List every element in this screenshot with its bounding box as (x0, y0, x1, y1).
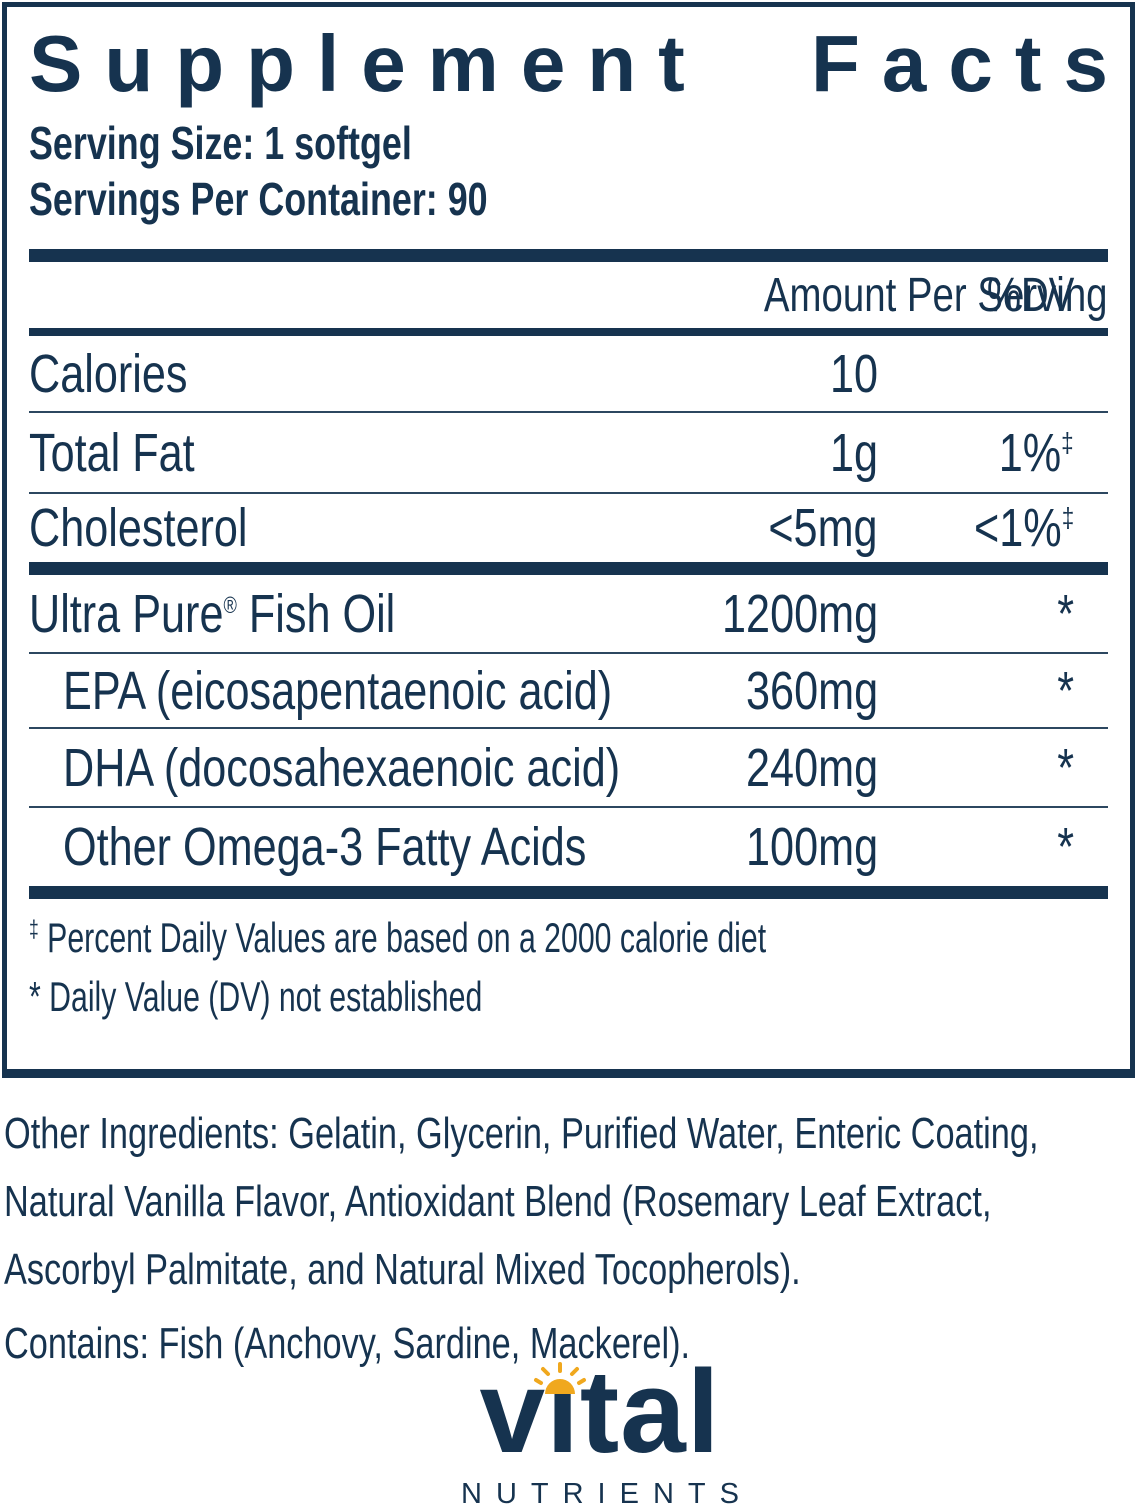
row-dv: 1%‡ (999, 422, 1075, 483)
dagger-footnote-marker: ‡ (1061, 502, 1075, 533)
row-name: Ultra Pure® Fish Oil (29, 583, 396, 644)
other-ingredients-line: Other Ingredients: Gelatin, Glycerin, Pu… (4, 1109, 1039, 1158)
table-row-dha: DHA (docosahexaenoic acid) 240mg * (29, 729, 1108, 808)
brand-wordmark: vıtal (479, 1346, 721, 1478)
table-row-calories: Calories 10 (29, 336, 1108, 413)
sun-icon (534, 1362, 586, 1394)
other-ingredients-line: Natural Vanilla Flavor, Antioxidant Blen… (4, 1177, 992, 1226)
panel-title: Supplement Facts (29, 24, 1108, 104)
row-name: Total Fat (29, 422, 195, 483)
allergen-contains-line: Contains: Fish (Anchovy, Sardine, Macker… (4, 1319, 691, 1368)
other-ingredients-line: Ascorbyl Palmitate, and Natural Mixed To… (4, 1245, 801, 1294)
row-amount: 1g (829, 422, 878, 483)
table-row-cholesterol: Cholesterol <5mg <1%‡ (29, 494, 1108, 575)
footnote-dv-basis: ‡ Percent Daily Values are based on a 20… (29, 914, 767, 961)
header-amount-cell: Amount Per Serving (678, 268, 1108, 323)
servings-per-container-line: Servings Per Container: 90 (29, 173, 488, 225)
dv-header: %DV (986, 268, 1074, 322)
row-dv: * (1057, 817, 1074, 877)
table-row-fish-oil: Ultra Pure® Fish Oil 1200mg * (29, 575, 1108, 654)
row-name: EPA (eicosapentaenoic acid) (63, 660, 613, 721)
row-amount: 240mg (745, 737, 878, 798)
dagger-footnote-marker: ‡ (29, 916, 39, 943)
table-row-omega3: Other Omega-3 Fatty Acids 100mg * (29, 808, 1108, 899)
row-dv: * (1057, 660, 1074, 721)
dagger-footnote-marker: ‡ (1061, 426, 1075, 458)
supplement-facts-panel: Supplement Facts Serving Size: 1 softgel… (2, 2, 1135, 1078)
other-ingredients-block: Other Ingredients: Gelatin, Glycerin, Pu… (4, 1100, 1144, 1378)
amount-per-serving-header: Amount Per Serving (763, 268, 1108, 322)
row-name: DHA (docosahexaenoic acid) (63, 737, 621, 798)
row-dv: * (1057, 583, 1074, 644)
row-amount: 10 (829, 343, 878, 404)
row-dv: * (1057, 737, 1074, 798)
title-word-facts: Facts (811, 19, 1130, 108)
footnote-dv-not-established: * Daily Value (DV) not established (29, 973, 483, 1020)
row-amount: 1200mg (721, 583, 878, 644)
table-header-row: Amount Per Serving %DV (29, 262, 1108, 336)
row-amount: 360mg (745, 660, 878, 721)
row-amount: <5mg (768, 498, 878, 558)
brand-logo: vıtal NUTRIENTS (430, 1352, 770, 1511)
registered-trademark-icon: ® (223, 591, 237, 618)
header-dv-cell: %DV (878, 268, 1108, 323)
row-name: Cholesterol (29, 498, 248, 558)
row-amount: 100mg (745, 817, 878, 877)
row-name: Calories (29, 343, 188, 404)
brand-subtext: NUTRIENTS (461, 1478, 753, 1510)
table-row-total-fat: Total Fat 1g 1%‡ (29, 413, 1108, 494)
serving-size-line: Serving Size: 1 softgel (29, 117, 412, 169)
row-name: Other Omega-3 Fatty Acids (63, 817, 587, 877)
table-row-epa: EPA (eicosapentaenoic acid) 360mg * (29, 654, 1108, 729)
title-word-supplement: Supplement (29, 19, 707, 108)
thick-divider-top (29, 249, 1108, 262)
row-dv: <1%‡ (973, 498, 1075, 558)
serving-info: Serving Size: 1 softgel Servings Per Con… (29, 115, 1108, 227)
